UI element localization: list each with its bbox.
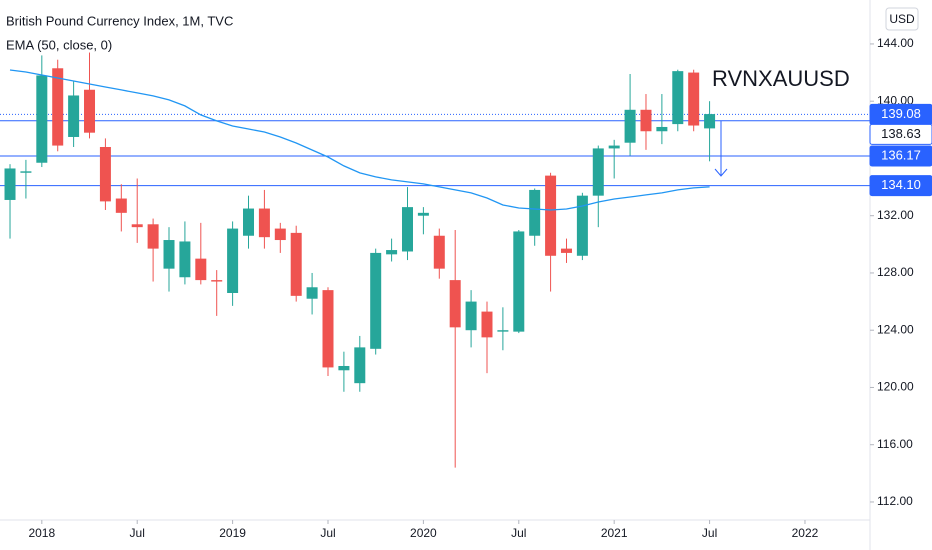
price-label-box: [869, 145, 932, 167]
y-tick-label: 120.00: [877, 380, 914, 394]
candle-body: [624, 109, 636, 143]
candle-body: [322, 290, 334, 368]
y-tick-label: 144.00: [877, 36, 914, 50]
plot-area: [0, 52, 870, 468]
x-tick-label: Jul: [130, 526, 145, 540]
y-tick-label: 132.00: [877, 208, 914, 222]
y-tick-label: 116.00: [877, 437, 913, 451]
candle-body: [274, 228, 286, 241]
candle-body: [386, 250, 398, 255]
price-label-box: [869, 123, 932, 145]
x-tick-label: Jul: [320, 526, 335, 540]
candle-body: [258, 208, 270, 238]
candle-body: [195, 258, 207, 281]
candle-body: [211, 280, 223, 282]
currency-box[interactable]: [885, 7, 919, 31]
candle-body: [4, 168, 16, 200]
candle-body: [608, 145, 620, 149]
candle-body: [401, 207, 413, 252]
price-label-box: [869, 175, 932, 197]
x-tick-label: Jul: [511, 526, 526, 540]
candle-body: [704, 114, 716, 129]
currency-label[interactable]: USD: [889, 12, 915, 26]
candle-body: [560, 248, 572, 253]
candle-body: [354, 347, 366, 384]
candle-body: [179, 241, 191, 278]
candle-body: [449, 280, 461, 328]
ema-line: [9, 69, 710, 211]
candle-body: [338, 365, 350, 371]
y-tick-label: 112.00: [877, 494, 913, 508]
candle-body: [513, 231, 525, 332]
price-label: 136.17: [881, 147, 921, 162]
candle-body: [640, 109, 652, 132]
candle-body: [529, 189, 541, 236]
x-tick-label: 2020: [410, 526, 437, 540]
price-label: 134.10: [881, 177, 921, 192]
candle-body: [545, 175, 557, 256]
candle-body: [290, 232, 302, 296]
candle-body: [243, 208, 255, 236]
x-tick-label: 2019: [219, 526, 246, 540]
candle-body: [99, 146, 111, 202]
candle-body: [592, 148, 604, 196]
candle-body: [84, 89, 96, 133]
chart-title: British Pound Currency Index, 1M, TVC: [6, 13, 233, 28]
candle-body: [52, 68, 64, 146]
x-tick-label: Jul: [702, 526, 717, 540]
candle-body: [306, 287, 318, 299]
candle-body: [370, 252, 382, 349]
candle-body: [131, 224, 143, 228]
price-label: 138.63: [881, 126, 921, 141]
candle-body: [465, 301, 477, 331]
candle-body: [36, 75, 48, 163]
x-tick-label: 2021: [601, 526, 628, 540]
candle-body: [20, 171, 32, 173]
candle-body: [417, 212, 429, 216]
candle-body: [433, 235, 445, 269]
y-tick-label: 128.00: [877, 265, 914, 279]
indicator-label: EMA (50, close, 0): [6, 37, 112, 52]
annotation-arrow-head: [714, 168, 728, 177]
candle-body: [576, 195, 588, 256]
candle-body: [163, 240, 175, 269]
candle-body: [688, 72, 700, 126]
candle-body: [497, 330, 509, 332]
candle-body: [147, 224, 159, 249]
annotation: RVNXAUUSD: [712, 66, 850, 91]
x-tick-label: 2018: [28, 526, 55, 540]
candle-body: [115, 198, 127, 213]
y-tick-label: 124.00: [877, 322, 914, 336]
candle-body: [227, 228, 239, 293]
candle-body: [481, 311, 493, 338]
candle-body: [672, 71, 684, 125]
x-tick-label: 2022: [792, 526, 819, 540]
price-label: 139.08: [881, 106, 921, 121]
candle-body: [656, 126, 668, 132]
candle-body: [68, 95, 80, 137]
